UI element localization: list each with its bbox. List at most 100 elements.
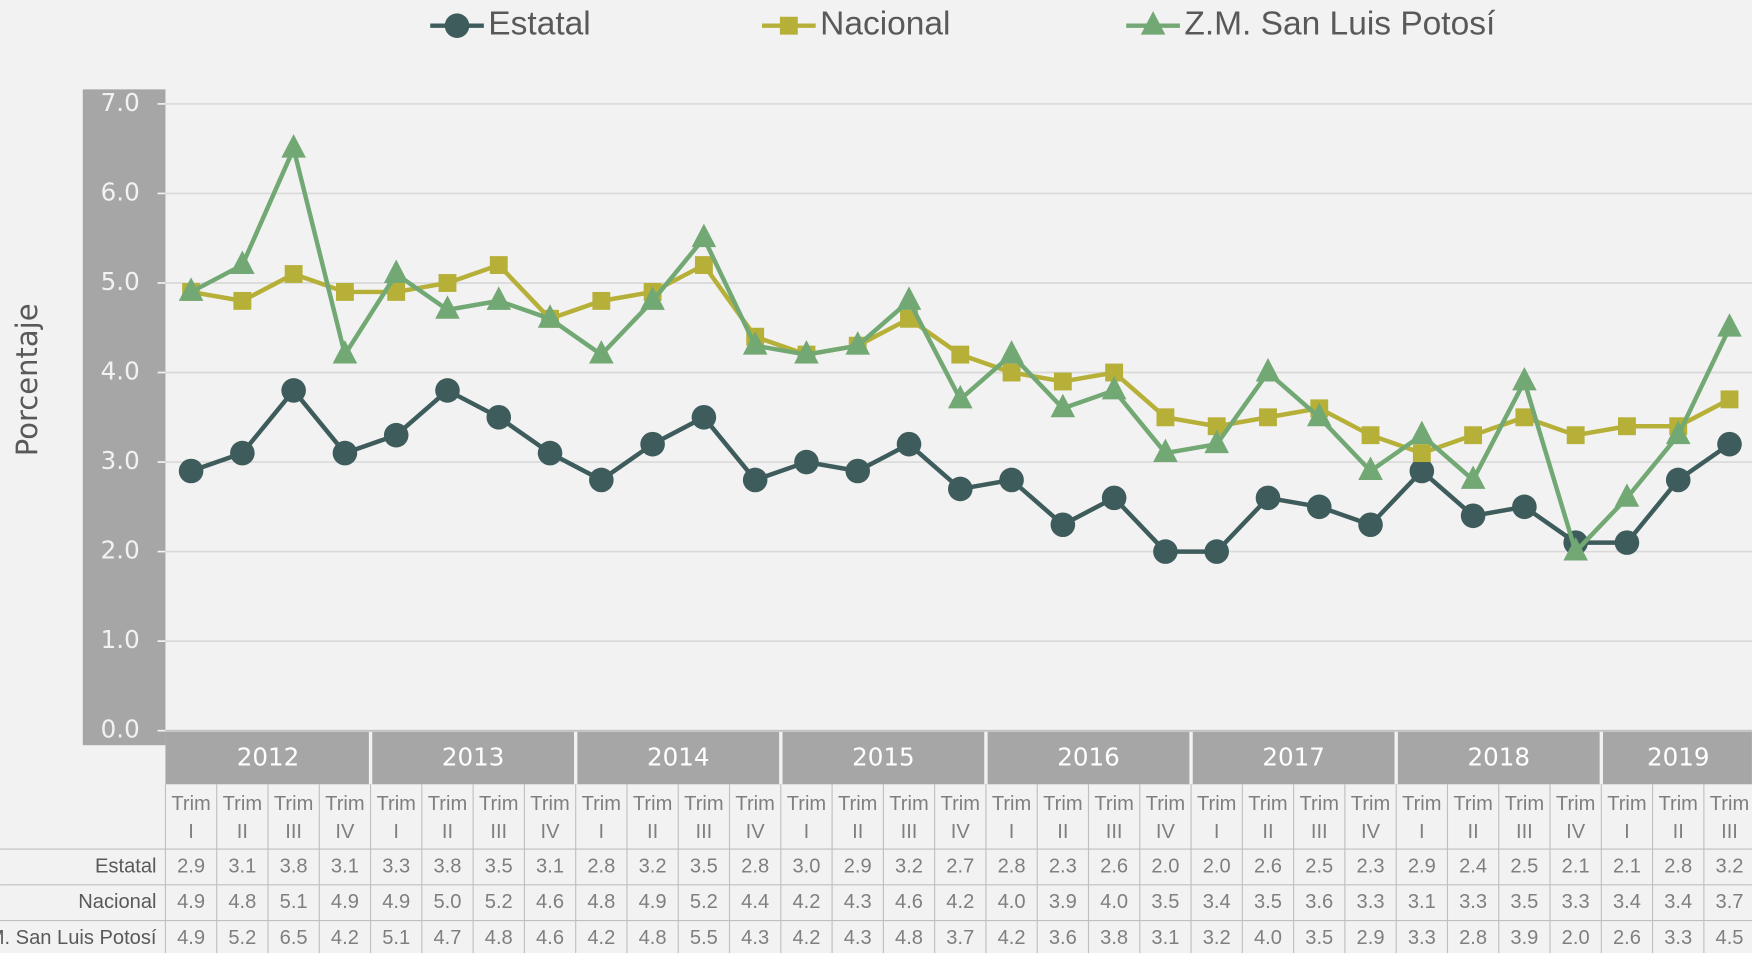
table-value: 2.8 bbox=[587, 855, 615, 877]
x-tick-label: Trim II bbox=[222, 791, 263, 842]
table-value: 2.3 bbox=[1049, 855, 1077, 877]
point bbox=[742, 331, 768, 355]
table-value: 3.3 bbox=[1562, 891, 1590, 913]
x-tick-label: Trim II bbox=[632, 791, 673, 842]
x-tick-label: Trim I bbox=[1607, 791, 1647, 842]
table-value: 3.2 bbox=[639, 855, 667, 877]
table-value: 4.3 bbox=[741, 927, 769, 949]
x-tick-label-box: Trim II bbox=[222, 791, 263, 842]
point bbox=[845, 331, 871, 355]
table-value: 3.0 bbox=[792, 855, 820, 877]
point bbox=[1563, 537, 1588, 561]
x-tick-label-box: Trim I bbox=[1197, 792, 1236, 842]
point bbox=[383, 422, 409, 448]
x-tick-label: Trim II bbox=[1248, 791, 1288, 842]
x-tick-label-box: Trim III bbox=[1710, 792, 1749, 842]
table-value: 3.2 bbox=[1716, 855, 1744, 877]
table-value: 4.0 bbox=[1100, 891, 1128, 913]
x-tick-label: Trim I bbox=[991, 791, 1032, 842]
x-tick-label: Trim IV bbox=[1145, 791, 1186, 842]
row-label: Z.M. San Luis Potosí bbox=[0, 927, 157, 949]
table-value: 2.3 bbox=[1357, 855, 1385, 877]
point bbox=[486, 286, 512, 310]
point bbox=[233, 291, 252, 310]
legend-label: Estatal bbox=[488, 6, 590, 43]
table-value: 5.1 bbox=[280, 891, 308, 913]
x-tick-label: Trim I bbox=[376, 791, 416, 842]
point bbox=[694, 256, 713, 275]
x-tick-label-box: Trim IV bbox=[1350, 791, 1391, 842]
table-value: 3.9 bbox=[1510, 927, 1538, 949]
x-tick-label: Trim II bbox=[1043, 791, 1083, 842]
point bbox=[387, 282, 406, 301]
point bbox=[999, 467, 1024, 493]
x-tick-label-box: Trim IV bbox=[941, 792, 980, 842]
table-value: 4.5 bbox=[1716, 927, 1744, 949]
point bbox=[1204, 429, 1229, 454]
point bbox=[589, 340, 614, 364]
point bbox=[896, 286, 922, 310]
table-value: 4.2 bbox=[792, 891, 820, 913]
point bbox=[742, 467, 768, 493]
table-value: 4.8 bbox=[485, 927, 513, 949]
x-tick-label-box: Trim III bbox=[273, 791, 314, 842]
table-value: 3.1 bbox=[331, 855, 359, 877]
point bbox=[383, 259, 409, 283]
year-label: 2013 bbox=[442, 743, 505, 772]
table-value: 5.2 bbox=[228, 927, 256, 949]
point bbox=[1101, 485, 1127, 511]
table-value: 2.6 bbox=[1254, 855, 1282, 877]
point bbox=[640, 431, 665, 457]
point bbox=[486, 404, 512, 430]
year-label: 2017 bbox=[1262, 743, 1325, 772]
point bbox=[640, 286, 665, 310]
point bbox=[1259, 408, 1277, 427]
table-value: 4.8 bbox=[639, 927, 667, 949]
table-value: 3.6 bbox=[1305, 891, 1333, 913]
table-value: 3.1 bbox=[536, 855, 564, 877]
legend-marker bbox=[444, 13, 470, 38]
y-tick-label: 6.0 bbox=[101, 177, 140, 206]
table-value: 3.1 bbox=[228, 855, 256, 877]
table-value: 4.7 bbox=[434, 927, 462, 949]
point bbox=[1512, 366, 1537, 391]
row-label: Estatal bbox=[95, 855, 156, 877]
x-tick-label: Trim IV bbox=[1350, 791, 1391, 842]
x-tick-label: Trim IV bbox=[735, 791, 775, 842]
y-tick-label: 1.0 bbox=[101, 625, 140, 654]
x-tick-label-box: Trim I bbox=[1402, 791, 1442, 842]
table-value: 3.2 bbox=[895, 855, 923, 877]
table-value: 3.8 bbox=[280, 855, 308, 877]
point bbox=[896, 431, 922, 457]
table-value: 2.1 bbox=[1613, 855, 1641, 877]
table-value: 3.1 bbox=[1151, 927, 1179, 949]
year-label: 2018 bbox=[1467, 743, 1530, 772]
table-value: 3.4 bbox=[1664, 891, 1692, 913]
point bbox=[1614, 530, 1640, 555]
point bbox=[951, 345, 970, 364]
point bbox=[284, 265, 303, 283]
x-tick-label: Trim III bbox=[273, 791, 314, 842]
table-value: 2.0 bbox=[1203, 855, 1231, 877]
point bbox=[794, 449, 819, 475]
point bbox=[438, 274, 457, 292]
x-tick-label-box: Trim II bbox=[838, 792, 877, 842]
point bbox=[1618, 417, 1636, 436]
x-tick-label: Trim I bbox=[786, 791, 827, 842]
point bbox=[335, 282, 354, 301]
point bbox=[1720, 390, 1739, 409]
point bbox=[1153, 539, 1178, 564]
point bbox=[332, 440, 358, 466]
table-value: 4.2 bbox=[998, 927, 1026, 949]
table-value: 3.1 bbox=[1408, 891, 1436, 913]
table-value: 4.4 bbox=[741, 891, 769, 913]
point bbox=[900, 309, 918, 328]
y-axis-band bbox=[82, 89, 166, 746]
table-value: 4.2 bbox=[792, 927, 820, 949]
x-tick-label: Trim I bbox=[581, 791, 622, 842]
x-tick-label: Trim I bbox=[1402, 791, 1442, 842]
table-value: 2.6 bbox=[1100, 855, 1128, 877]
x-tick-label-box: Trim III bbox=[1300, 792, 1339, 842]
